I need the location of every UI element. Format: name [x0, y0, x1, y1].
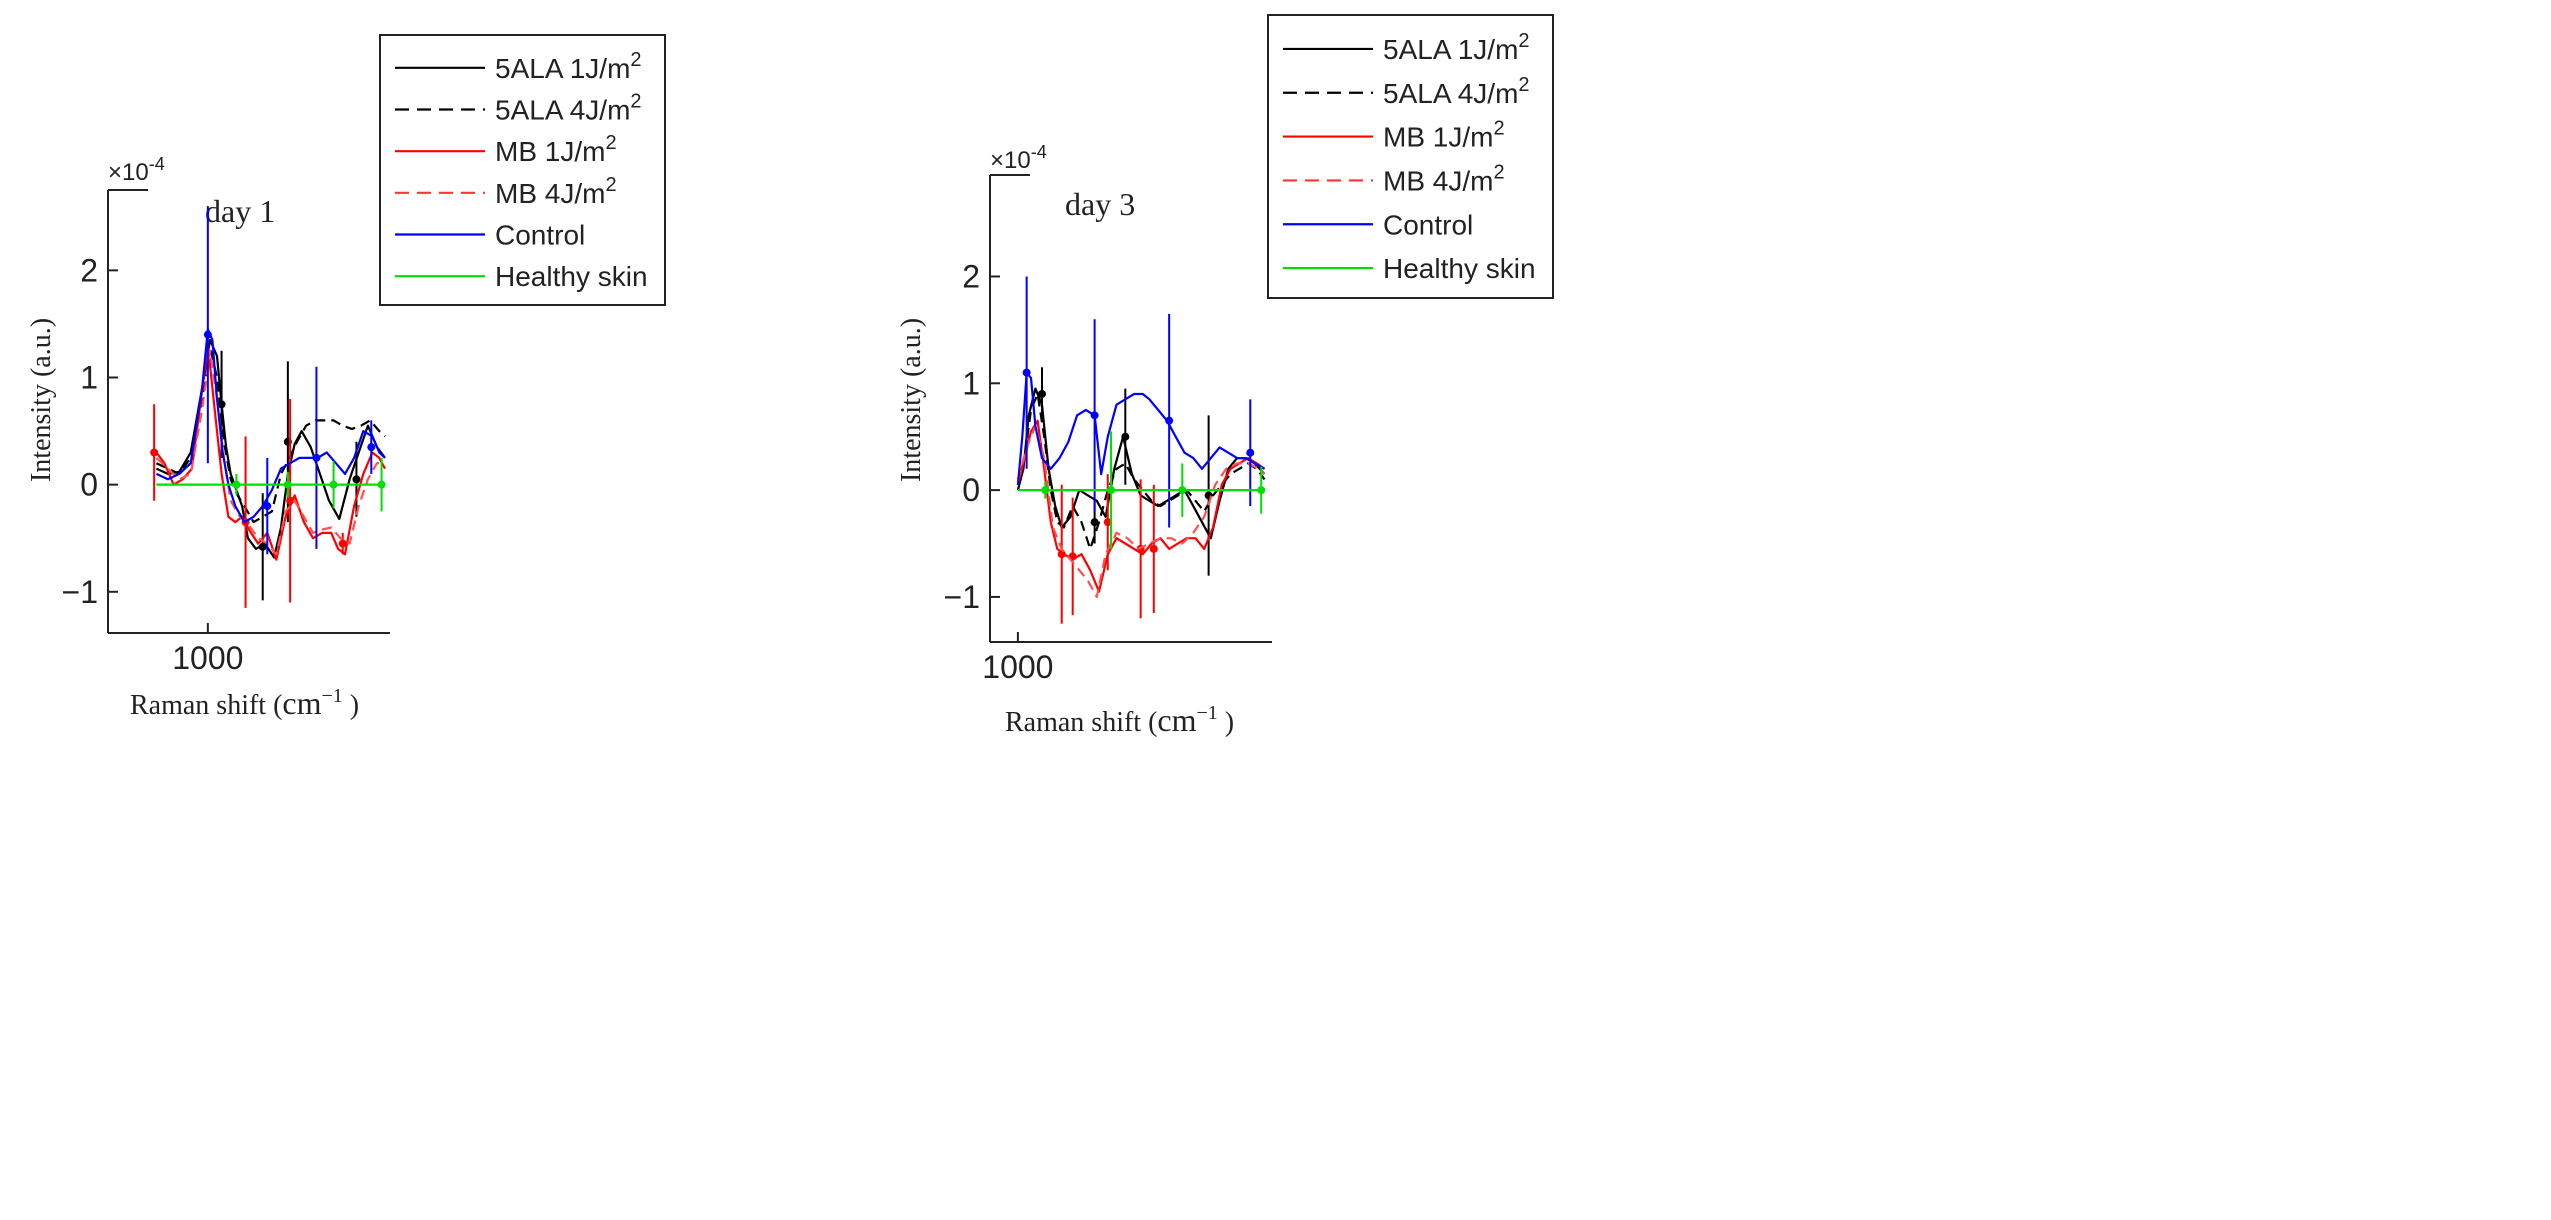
x-axis-label: Raman shift (cm−1 )	[130, 685, 359, 721]
series-line-5ala-4j-m2	[155, 346, 386, 524]
legend-entry-label: 5ALA 4J/m2	[495, 91, 642, 126]
y-tick-label: 0	[962, 472, 980, 508]
data-point-healthy-skin	[1107, 486, 1116, 495]
data-point-mb-1j-m2	[1149, 544, 1158, 553]
axis-multiplier: ×10-4	[990, 142, 1047, 174]
series-line-control	[155, 328, 386, 524]
data-point-control	[1022, 368, 1031, 377]
data-point-healthy-skin	[232, 480, 241, 489]
axis-multiplier: ×10-4	[108, 154, 165, 186]
data-point-control	[1090, 411, 1099, 420]
data-point-control	[1246, 448, 1255, 457]
data-point-5ala-1j-m2	[258, 542, 267, 551]
y-tick-label: −1	[944, 579, 980, 615]
data-point-5ala-1j-m2	[352, 475, 361, 484]
panel-label: day 3	[1065, 186, 1135, 222]
y-tick-label: 2	[80, 252, 98, 288]
data-point-control	[1165, 416, 1174, 425]
panel-label: day 1	[205, 193, 275, 229]
legend-box	[1267, 14, 1554, 299]
data-point-control	[263, 502, 272, 511]
y-tick-label: 2	[962, 258, 980, 294]
x-axis-label: Raman shift (cm−1 )	[1005, 702, 1234, 738]
legend-entry-label: MB 1J/m2	[1383, 118, 1505, 153]
data-point-healthy-skin	[1178, 486, 1187, 495]
legend: 5ALA 1J/m2 5ALA 4J/m2 MB 1J/m2 MB 4J/m2 Cont…	[379, 34, 666, 306]
data-point-mb-1j-m2	[1057, 550, 1066, 559]
legend-entry-label: MB 1J/m2	[495, 132, 617, 167]
data-point-mb-1j-m2	[338, 539, 347, 548]
series-line-mb-4j-m2	[155, 349, 385, 556]
plot-area	[1016, 276, 1266, 624]
y-tick-label: 0	[80, 467, 98, 503]
data-point-healthy-skin	[283, 480, 292, 489]
plot-area	[150, 206, 386, 608]
y-tick-label: −1	[62, 574, 98, 610]
data-point-mb-1j-m2	[1103, 518, 1112, 527]
x-tick-label: 1000	[982, 649, 1053, 685]
data-point-mb-1j-m2	[150, 448, 159, 457]
data-point-healthy-skin	[1257, 486, 1266, 495]
data-point-5ala-4j-m2	[1090, 518, 1099, 527]
legend-entry-label: 5ALA 4J/m2	[1383, 74, 1530, 109]
legend-entry-label: Healthy skin	[1383, 253, 1536, 284]
legend-entry-label: 5ALA 1J/m2	[1383, 30, 1530, 65]
data-point-healthy-skin	[377, 480, 386, 489]
data-point-healthy-skin	[1041, 486, 1050, 495]
y-axis-label: Intensity (a.u.)	[896, 318, 927, 482]
data-point-control	[367, 443, 376, 452]
series-line-mb-4j-m2	[1016, 424, 1266, 599]
legend-entry-label: Control	[1383, 209, 1473, 240]
legend-entry-label: Control	[495, 220, 585, 251]
legend-entry-label: MB 4J/m2	[1383, 161, 1505, 196]
legend-box	[379, 34, 666, 306]
legend-entry-label: Healthy skin	[495, 261, 648, 292]
series-line-control	[1016, 371, 1266, 485]
y-axis-label: Intensity (a.u.)	[26, 318, 57, 482]
chart-panel-1: 2 1 0 −1 1000 ×10-4 day 1 Intensity (a.u.) Raman…	[26, 34, 666, 721]
data-point-5ala-1j-m2	[1038, 389, 1046, 398]
data-point-mb-1j-m2	[286, 496, 295, 505]
legend-entry-label: MB 4J/m2	[495, 174, 617, 209]
x-tick-label: 1000	[172, 640, 243, 676]
series-line-mb-1j-m2	[1016, 419, 1266, 593]
data-point-control	[203, 330, 212, 339]
legend: 5ALA 1J/m2 5ALA 4J/m2 MB 1J/m2 MB 4J/m2 Cont…	[1267, 14, 1554, 299]
data-point-healthy-skin	[329, 480, 338, 489]
y-tick-label: 1	[962, 365, 980, 401]
data-point-control	[312, 453, 321, 462]
data-point-5ala-1j-m2	[1121, 432, 1130, 441]
legend-entry-label: 5ALA 1J/m2	[495, 49, 642, 84]
y-tick-label: 1	[80, 360, 98, 396]
